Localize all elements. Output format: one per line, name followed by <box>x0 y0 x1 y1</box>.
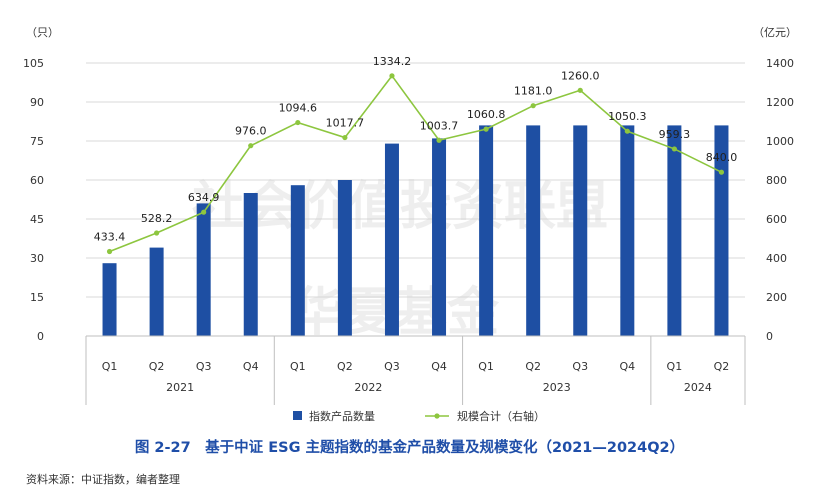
source-note: 资料来源：中证指数，编者整理 <box>26 473 180 486</box>
y-right-tick-label: 1400 <box>766 57 794 70</box>
line-point <box>248 143 254 149</box>
category-label: Q2 <box>149 360 165 373</box>
y-right-unit: （亿元） <box>753 26 797 39</box>
category-label: Q3 <box>384 360 400 373</box>
category-label: Q4 <box>243 360 259 373</box>
year-label: 2023 <box>543 381 571 394</box>
y-left-tick-label: 60 <box>30 174 44 187</box>
figure-caption: 图 2-27 基于中证 ESG 主题指数的基金产品数量及规模变化（2021—20… <box>134 440 685 456</box>
y-right-tick-label: 200 <box>766 291 787 304</box>
legend-swatch-marker <box>434 413 440 419</box>
line-point <box>106 248 113 255</box>
line-point <box>342 134 348 141</box>
line-point <box>483 126 489 132</box>
bar <box>526 125 541 337</box>
line-point <box>436 137 442 143</box>
y-right-tick-label: 0 <box>766 330 773 343</box>
data-label: 1181.0 <box>514 85 553 98</box>
line-point <box>295 119 301 126</box>
line-point <box>201 209 207 215</box>
data-label: 976.0 <box>235 125 267 138</box>
bar <box>243 193 258 336</box>
data-label: 1060.8 <box>467 108 506 121</box>
y-left-tick-label: 15 <box>30 291 44 304</box>
line-point <box>718 169 725 175</box>
bar <box>149 247 164 336</box>
y-left-tick-label: 0 <box>37 330 44 343</box>
category-label: Q1 <box>478 360 494 373</box>
category-label: Q1 <box>290 360 306 373</box>
data-label: 1017.7 <box>326 117 365 130</box>
line-point <box>154 230 160 236</box>
data-label: 634.9 <box>188 191 220 204</box>
category-label: Q3 <box>196 360 212 373</box>
bar <box>667 125 682 337</box>
y-right-tick-label: 1000 <box>766 135 794 148</box>
data-label: 433.4 <box>94 230 126 243</box>
y-left-tick-label: 75 <box>30 135 44 148</box>
y-right-tick-label: 400 <box>766 252 787 265</box>
bar <box>620 125 635 337</box>
category-label: Q2 <box>337 360 353 373</box>
legend-label: 指数产品数量 <box>309 409 375 423</box>
data-label: 528.2 <box>141 212 173 225</box>
bar <box>384 143 399 336</box>
y-right-tick-label: 600 <box>766 213 787 226</box>
category-label: Q3 <box>572 360 588 373</box>
y-left-unit: （只） <box>26 26 59 39</box>
bar <box>573 125 588 337</box>
y-left-tick-label: 90 <box>30 96 44 109</box>
category-label: Q2 <box>714 360 730 373</box>
bar <box>102 263 117 336</box>
data-label: 1003.7 <box>420 119 459 132</box>
bar <box>714 125 729 337</box>
category-label: Q1 <box>102 360 118 373</box>
bar <box>432 138 447 336</box>
bar <box>479 125 494 337</box>
year-label: 2024 <box>684 381 712 394</box>
bar <box>337 180 352 336</box>
data-label: 1334.2 <box>373 55 412 68</box>
line-point <box>530 103 536 109</box>
data-label: 959.3 <box>659 128 691 141</box>
data-label: 1260.0 <box>561 69 600 82</box>
line-point <box>624 128 630 134</box>
line-point <box>671 146 677 152</box>
category-label: Q4 <box>431 360 447 373</box>
bar <box>290 185 305 336</box>
line-point <box>389 73 395 79</box>
y-left-tick-label: 105 <box>23 57 44 70</box>
year-label: 2021 <box>166 381 194 394</box>
data-label: 840.0 <box>706 151 738 164</box>
data-label: 1050.3 <box>608 110 647 123</box>
line-series <box>109 74 722 253</box>
legend-swatch-bar <box>293 411 302 420</box>
data-label: 1094.6 <box>279 102 318 115</box>
y-right-tick-label: 800 <box>766 174 787 187</box>
category-label: Q4 <box>619 360 635 373</box>
line-point <box>577 87 583 93</box>
y-right-tick-label: 1200 <box>766 96 794 109</box>
y-left-tick-label: 30 <box>30 252 44 265</box>
category-label: Q1 <box>667 360 683 373</box>
year-label: 2022 <box>354 381 382 394</box>
y-left-tick-label: 45 <box>30 213 44 226</box>
bar <box>196 203 211 336</box>
category-label: Q2 <box>525 360 541 373</box>
legend-label: 规模合计（右轴） <box>457 409 545 423</box>
